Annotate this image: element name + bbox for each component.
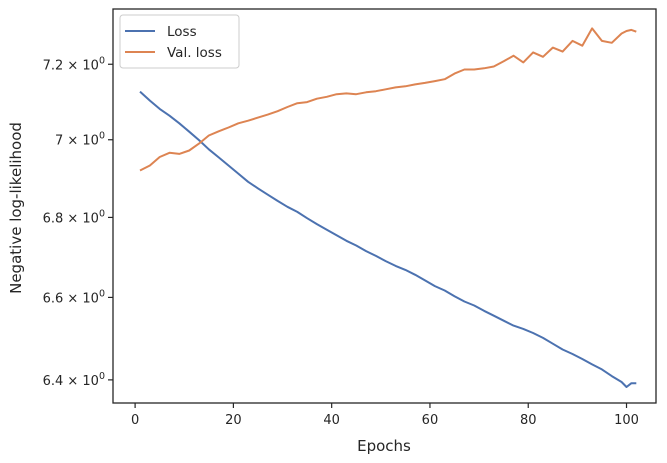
y-axis-label: Negative log-likelihood: [7, 122, 25, 294]
y-tick-label: 6.6 × 100: [43, 288, 105, 306]
axes: 0 20 40 60 80 100 6.4 × 100 6.6 × 100 6.8 × 100 7…: [43, 8, 657, 428]
x-tick-label: 40: [323, 413, 340, 428]
plot-frame: [112, 8, 657, 404]
series-line-0: [139, 90, 637, 388]
legend-label-1: Val. loss: [167, 45, 222, 61]
legend: Loss Val. loss: [119, 14, 240, 69]
series-line-1: [139, 27, 637, 172]
y-tick-label: 6.4 × 100: [43, 371, 105, 389]
x-tick-label: 0: [131, 413, 139, 428]
x-axis-label: Epochs: [357, 437, 411, 455]
x-tick-label: 100: [614, 413, 639, 428]
x-tick-label: 80: [520, 413, 537, 428]
x-tick-label: 60: [422, 413, 439, 428]
y-tick-label: 7 × 100: [55, 131, 105, 149]
y-tick-label: 7.2 × 100: [43, 55, 105, 73]
plot-area: [139, 27, 637, 388]
y-tick-label: 6.8 × 100: [43, 208, 105, 226]
legend-box: [119, 14, 240, 69]
x-tick-label: 20: [225, 413, 242, 428]
legend-label-0: Loss: [167, 24, 197, 40]
